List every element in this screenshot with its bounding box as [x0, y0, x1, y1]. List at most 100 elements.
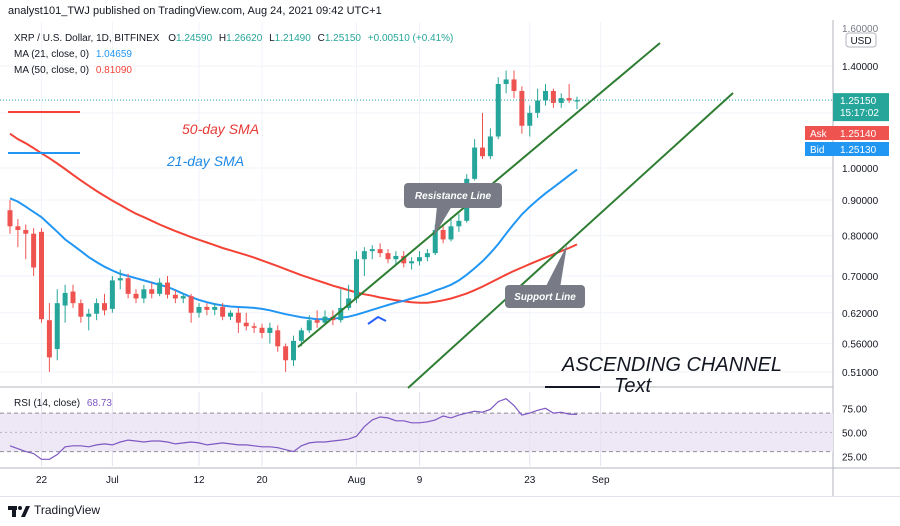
rsi-tick-label: 25.00 — [842, 452, 867, 463]
candle — [78, 299, 84, 323]
candle-body — [165, 282, 170, 295]
candle-body — [7, 210, 13, 227]
ask-label: Ask — [810, 129, 828, 140]
candle — [440, 226, 446, 244]
currency-label: USD — [850, 36, 871, 47]
candlestick-series — [7, 70, 580, 372]
time-tick-label: 9 — [417, 475, 423, 486]
bid-label: Bid — [810, 145, 824, 156]
candle-body — [141, 289, 147, 299]
time-axis[interactable]: 22 Jul 12 20 Aug 9 23 Sep — [36, 475, 610, 486]
price-grid — [0, 22, 833, 384]
resistance-callout[interactable]: Resistance Line — [404, 183, 502, 236]
candle — [409, 257, 415, 270]
candle-body — [251, 326, 257, 328]
ma21-line — [9, 168, 578, 321]
currency-badge[interactable]: USD — [845, 32, 877, 48]
rsi-line — [9, 398, 578, 460]
candle — [550, 88, 556, 108]
candle-body — [527, 112, 533, 126]
time-tick-label: Sep — [592, 475, 610, 486]
candle-body — [480, 147, 485, 157]
candle — [62, 284, 68, 323]
candle — [31, 228, 37, 277]
candle — [377, 243, 383, 258]
candle-body — [78, 303, 84, 317]
candle — [291, 335, 296, 367]
candle — [283, 343, 289, 372]
candle-body — [511, 79, 517, 91]
tradingview-logo-icon — [8, 506, 30, 517]
candle — [243, 312, 249, 331]
candle — [188, 293, 194, 323]
candle-body — [133, 293, 139, 299]
candle-body — [369, 249, 375, 252]
candle-body — [456, 220, 462, 227]
candle — [149, 282, 155, 299]
candle — [527, 105, 533, 137]
support-label: Support Line — [514, 292, 576, 303]
ma50-legend-label: MA (50, close, 0) — [14, 65, 89, 76]
candle — [251, 322, 257, 333]
candle — [46, 303, 52, 372]
symbol-legend[interactable]: XRP / U.S. Dollar, 1D, BITFINEX O1.24590… — [14, 33, 453, 76]
candle-body — [550, 90, 556, 103]
top-tick-bg — [838, 23, 874, 34]
support-callout[interactable]: Support Line — [505, 245, 585, 308]
candle — [495, 77, 501, 140]
candle-body — [275, 330, 281, 347]
candle — [212, 303, 218, 316]
rsi-tick-label: 75.00 — [842, 404, 867, 415]
candle — [39, 228, 44, 323]
candle — [519, 86, 525, 134]
rsi-axis: 75.00 50.00 25.00 — [842, 404, 867, 463]
rsi-legend[interactable]: RSI (14, close) 68.73 — [14, 398, 112, 409]
footer: TradingView — [0, 496, 900, 526]
candle-body — [385, 253, 391, 260]
svg-text:MA (21, close, 0) 1.0465: MA (21, close, 0) 1.04659 — [14, 49, 132, 60]
time-tick-label: 23 — [524, 475, 536, 486]
ma21-legend-label: MA (21, close, 0) — [14, 49, 89, 60]
time-tick-label: 20 — [256, 475, 268, 486]
candle — [109, 276, 115, 313]
ohlc-c-label: C — [318, 33, 325, 44]
candle — [543, 83, 548, 106]
ohlc-c: 1.25150 — [325, 33, 362, 44]
candle — [15, 219, 21, 248]
candle — [204, 303, 210, 316]
candle-body — [432, 229, 438, 254]
candle-body — [54, 303, 60, 350]
candle-body — [204, 306, 210, 310]
candle-body — [109, 280, 115, 309]
candle — [361, 247, 367, 277]
candle — [180, 293, 186, 304]
candle — [228, 310, 233, 321]
time-tick-label: Aug — [348, 475, 366, 486]
channel-title: ASCENDING CHANNEL — [561, 354, 782, 376]
candle-body — [448, 226, 454, 240]
candle — [54, 289, 60, 361]
ohlc-h: 1.26620 — [226, 33, 263, 44]
candle-body — [306, 320, 312, 331]
bid-value: 1.25130 — [840, 145, 877, 156]
candle — [306, 315, 312, 333]
candle — [472, 139, 478, 181]
candle-body — [361, 251, 367, 260]
top-partial-tick: 1.60000 — [842, 24, 879, 35]
candle-body — [39, 231, 44, 320]
candle — [385, 249, 391, 264]
price-tick-label: 0.90000 — [842, 196, 879, 207]
arrow-drawing — [367, 315, 387, 325]
ohlc-l: 1.21490 — [275, 33, 312, 44]
candle-body — [424, 253, 430, 258]
candle-body — [188, 296, 194, 313]
symbol-name: XRP / U.S. Dollar, 1D, BITFINEX — [14, 33, 160, 44]
candle-body — [212, 306, 218, 310]
candle — [511, 70, 517, 99]
channel-lower-line[interactable] — [407, 92, 734, 389]
candle-body — [401, 255, 407, 264]
candle — [141, 284, 147, 304]
ask-badge: Ask 1.25140 — [805, 126, 889, 140]
candle-body — [31, 233, 37, 268]
